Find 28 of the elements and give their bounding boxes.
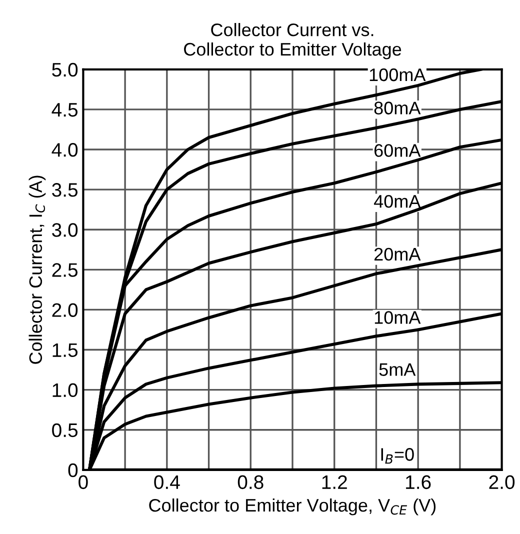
x-tick-label: 1.2 [322,475,347,489]
y-tick-label: 2.5 [52,263,78,277]
series-label: 100mA [370,68,426,82]
y-tick-label: 4.5 [52,103,78,117]
series-label: I$_{B}$=0 [381,448,414,464]
series-label: 60mA [374,144,421,157]
y-tick-label: 5.0 [52,62,78,77]
series-label: 5mA [379,363,416,376]
x-tick-label: 2.0 [489,475,515,490]
y-tick-label: 3.5 [52,183,78,197]
x-tick-label: 0.4 [154,475,180,490]
y-tick-label: 2.0 [52,303,78,317]
y-tick-label: 0.5 [52,423,78,438]
y-tick-label: 4.0 [52,142,78,157]
chart-title: Collector Current vs. Collector to Emitter Voltage [184,23,402,60]
x-tick-label: 1.6 [406,475,431,490]
series-label: 80mA [374,102,421,114]
series-label: 20mA [374,248,421,261]
y-axis-title: Collector Current, I$_{C}$ (A) [28,176,46,364]
series-label: 10mA [374,311,421,324]
y-tick-label: 1.5 [52,343,78,358]
series-label: 40mA [374,194,421,208]
x-axis-title: Collector to Emitter Voltage, V$_{CE}$ (V) [149,498,436,516]
x-tick-label: 0 [78,475,88,490]
x-tick-label: 0.8 [238,475,264,490]
y-tick-label: 0 [68,463,78,478]
y-tick-label: 3.0 [52,223,78,237]
y-tick-label: 1.0 [52,383,78,398]
